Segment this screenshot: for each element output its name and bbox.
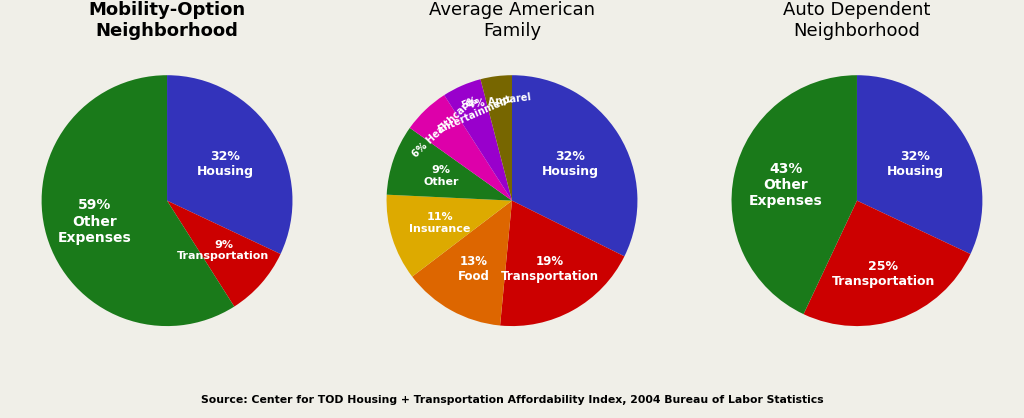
Text: 19%
Transportation: 19% Transportation xyxy=(501,255,599,283)
Wedge shape xyxy=(387,128,512,201)
Title: Mobility-Option
Neighborhood: Mobility-Option Neighborhood xyxy=(88,1,246,40)
Text: 13%
Food: 13% Food xyxy=(459,255,490,283)
Wedge shape xyxy=(731,75,857,314)
Wedge shape xyxy=(42,75,234,326)
Text: 59%
Other
Expenses: 59% Other Expenses xyxy=(58,199,132,245)
Text: 11%
Insurance: 11% Insurance xyxy=(410,212,471,234)
Text: 5%
Entertainment: 5% Entertainment xyxy=(431,83,513,135)
Wedge shape xyxy=(804,201,971,326)
Title: Average American
Family: Average American Family xyxy=(429,1,595,40)
Wedge shape xyxy=(857,75,982,254)
Wedge shape xyxy=(167,201,281,306)
Text: 32%
Housing: 32% Housing xyxy=(887,150,944,178)
Text: 6% Healthcare: 6% Healthcare xyxy=(411,97,475,159)
Wedge shape xyxy=(480,75,512,201)
Text: Source: Center for TOD Housing + Transportation Affordability Index, 2004 Bureau: Source: Center for TOD Housing + Transpo… xyxy=(201,395,823,405)
Text: 43%
Other
Expenses: 43% Other Expenses xyxy=(750,162,823,208)
Wedge shape xyxy=(413,201,512,326)
Title: Auto Dependent
Neighborhood: Auto Dependent Neighborhood xyxy=(783,1,931,40)
Text: 9%
Transportation: 9% Transportation xyxy=(177,240,269,261)
Wedge shape xyxy=(167,75,293,254)
Wedge shape xyxy=(500,201,625,326)
Text: 4% Apparel: 4% Apparel xyxy=(467,92,531,110)
Text: 25%
Transportation: 25% Transportation xyxy=(831,260,935,288)
Text: 32%
Housing: 32% Housing xyxy=(542,150,599,178)
Wedge shape xyxy=(512,75,637,256)
Text: 9%
Other: 9% Other xyxy=(423,165,459,187)
Wedge shape xyxy=(387,195,512,277)
Wedge shape xyxy=(444,79,512,201)
Wedge shape xyxy=(410,95,512,201)
Text: 32%
Housing: 32% Housing xyxy=(197,150,254,178)
